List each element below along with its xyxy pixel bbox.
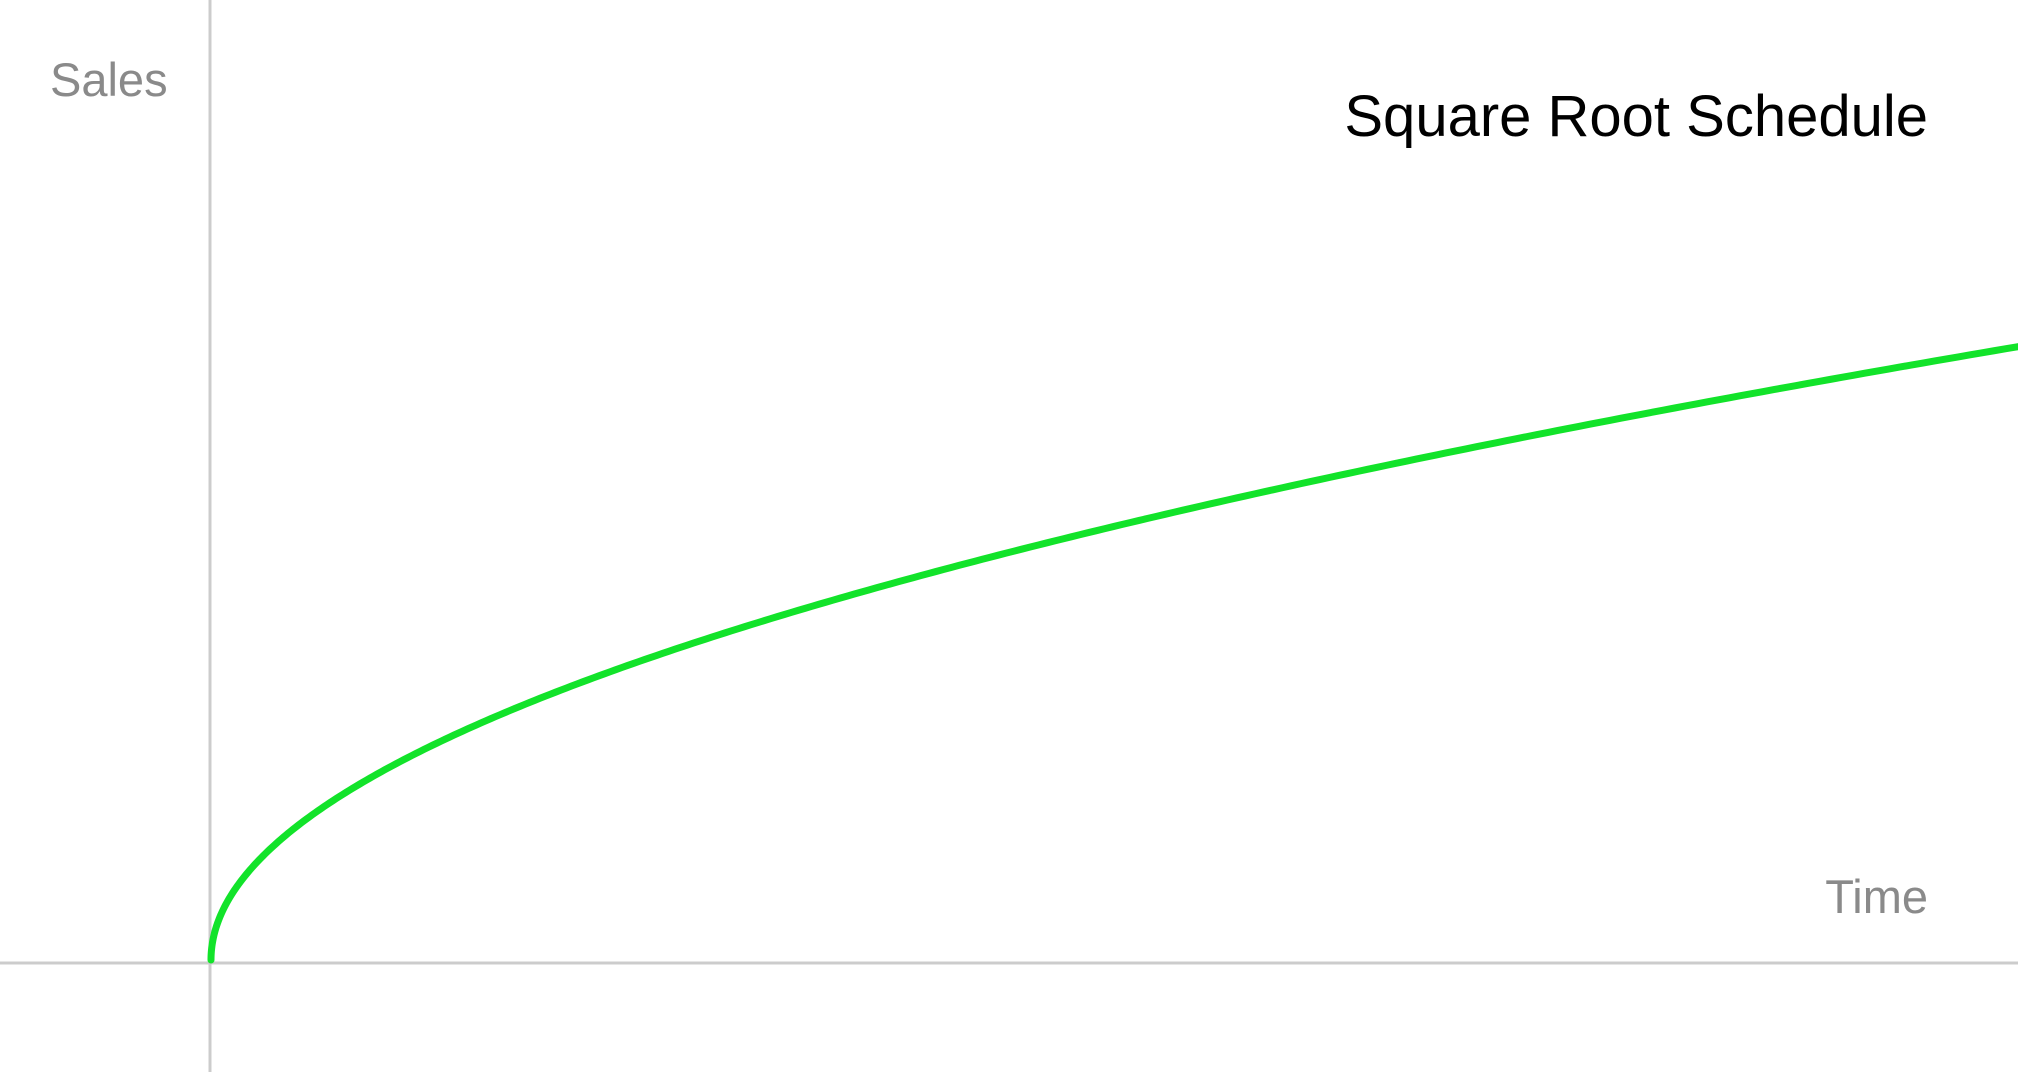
chart-title: Square Root Schedule (1344, 84, 1928, 149)
x-axis-label: Time (1825, 870, 1928, 923)
series-line (207, 343, 2018, 964)
y-axis-label: Sales (50, 53, 168, 106)
